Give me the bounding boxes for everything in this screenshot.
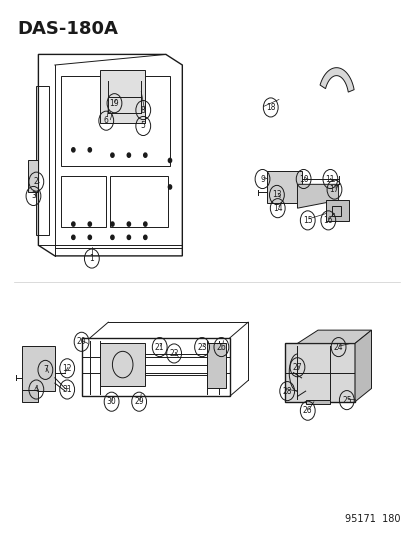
Text: 22: 22 bbox=[169, 349, 178, 358]
Text: 4: 4 bbox=[34, 385, 39, 394]
Text: 17: 17 bbox=[329, 185, 339, 194]
Text: 25: 25 bbox=[341, 395, 351, 405]
Circle shape bbox=[88, 148, 91, 152]
Polygon shape bbox=[22, 390, 38, 402]
Text: 14: 14 bbox=[272, 204, 282, 213]
Circle shape bbox=[127, 235, 130, 239]
Polygon shape bbox=[297, 184, 338, 208]
Text: 9: 9 bbox=[259, 174, 264, 183]
Text: 10: 10 bbox=[298, 174, 308, 183]
Text: 21: 21 bbox=[154, 343, 164, 352]
Text: 2b: 2b bbox=[216, 343, 225, 352]
Polygon shape bbox=[325, 200, 348, 221]
Polygon shape bbox=[100, 70, 145, 123]
Polygon shape bbox=[354, 330, 370, 402]
Polygon shape bbox=[266, 171, 301, 203]
Text: 2: 2 bbox=[34, 177, 39, 186]
Text: 7: 7 bbox=[43, 366, 48, 374]
Circle shape bbox=[71, 222, 75, 226]
Circle shape bbox=[71, 235, 75, 239]
Polygon shape bbox=[206, 343, 225, 389]
Text: 18: 18 bbox=[265, 103, 275, 112]
Text: 8: 8 bbox=[140, 106, 145, 115]
Text: 29: 29 bbox=[134, 397, 144, 406]
Circle shape bbox=[88, 222, 91, 226]
Polygon shape bbox=[319, 68, 353, 92]
Circle shape bbox=[168, 185, 171, 189]
Text: 24: 24 bbox=[333, 343, 342, 352]
Polygon shape bbox=[285, 343, 354, 402]
Polygon shape bbox=[305, 400, 330, 405]
Polygon shape bbox=[22, 346, 55, 391]
Circle shape bbox=[111, 222, 114, 226]
Circle shape bbox=[127, 222, 130, 226]
Polygon shape bbox=[297, 330, 370, 343]
Circle shape bbox=[111, 235, 114, 239]
Text: 13: 13 bbox=[271, 190, 281, 199]
Text: 3: 3 bbox=[31, 191, 36, 200]
Text: 6: 6 bbox=[104, 116, 109, 125]
Text: 15: 15 bbox=[302, 216, 312, 225]
Text: 31: 31 bbox=[62, 385, 72, 394]
Text: 1: 1 bbox=[89, 254, 94, 263]
Circle shape bbox=[127, 153, 130, 157]
Text: 11: 11 bbox=[325, 174, 334, 183]
Circle shape bbox=[143, 235, 147, 239]
Polygon shape bbox=[28, 160, 38, 192]
Circle shape bbox=[143, 153, 147, 157]
Text: 27: 27 bbox=[292, 363, 301, 372]
Polygon shape bbox=[100, 343, 145, 386]
Text: DAS-180A: DAS-180A bbox=[18, 20, 119, 38]
Text: 16: 16 bbox=[323, 216, 332, 225]
Text: 26: 26 bbox=[302, 406, 312, 415]
Text: 23: 23 bbox=[197, 343, 206, 352]
Circle shape bbox=[143, 222, 147, 226]
Text: 28: 28 bbox=[282, 386, 291, 395]
Text: 20: 20 bbox=[76, 337, 86, 346]
Circle shape bbox=[168, 158, 171, 163]
Circle shape bbox=[111, 153, 114, 157]
Text: 12: 12 bbox=[62, 364, 72, 373]
Text: 30: 30 bbox=[107, 397, 116, 406]
Circle shape bbox=[71, 148, 75, 152]
Circle shape bbox=[88, 235, 91, 239]
Text: 95171  180: 95171 180 bbox=[344, 514, 399, 523]
Text: 19: 19 bbox=[109, 99, 119, 108]
Text: 5: 5 bbox=[140, 122, 145, 131]
